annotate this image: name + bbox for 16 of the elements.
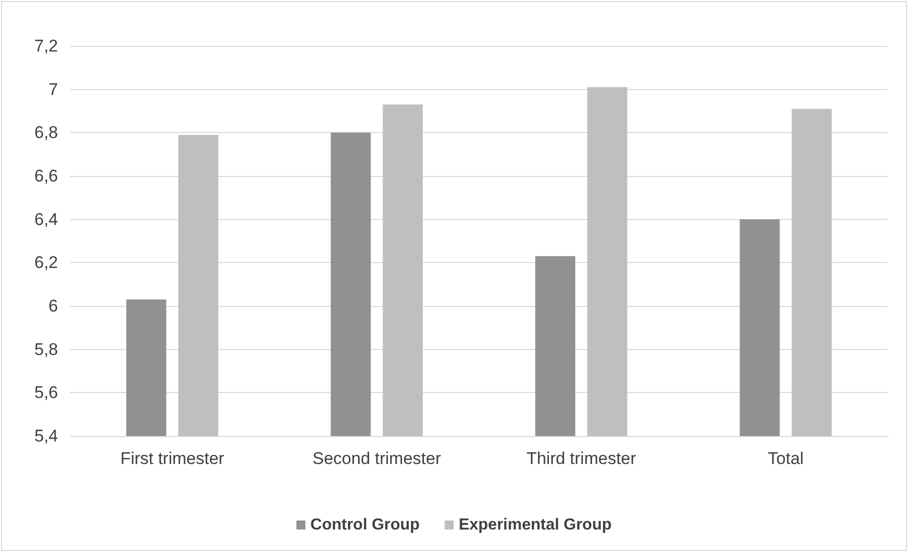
legend-label: Control Group <box>310 516 420 534</box>
x-tick-label: Second trimester <box>312 449 442 468</box>
y-tick-label: 6,4 <box>34 210 58 229</box>
y-tick-label: 6 <box>48 296 58 316</box>
y-tick-label: 5,4 <box>34 426 58 446</box>
y-tick-label: 5,6 <box>34 383 58 402</box>
y-tick-label: 6,6 <box>34 166 58 186</box>
y-tick-label: 7,2 <box>34 36 58 56</box>
x-tick-label: Total <box>768 449 804 468</box>
x-tick-label: Third trimester <box>526 449 636 468</box>
y-tick-label: 7 <box>48 80 58 99</box>
y-tick-label: 5,8 <box>34 340 58 359</box>
legend-label: Experimental Group <box>458 516 612 534</box>
y-tick-label: 6,8 <box>34 123 58 142</box>
y-tick-label: 6,2 <box>34 253 58 272</box>
x-tick-label: First trimester <box>120 449 225 468</box>
